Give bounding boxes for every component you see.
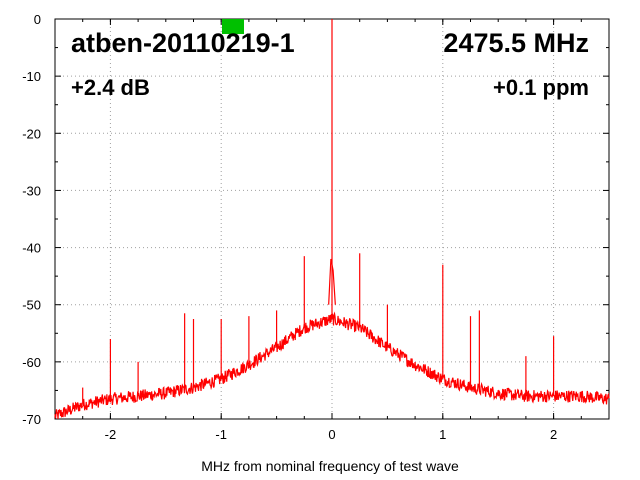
y-tick-label: 0 [34,12,41,27]
y-tick-label: -40 [22,241,41,256]
y-tick-label: -30 [22,183,41,198]
x-axis-title: MHz from nominal frequency of test wave [201,458,459,474]
y-tick-labels: 0 -10 -20 -30 -40 -50 -60 -70 [22,12,41,427]
status-indicator [222,19,244,34]
chart-title: atben-20110219-1 [71,28,295,58]
x-tick-label: 2 [550,427,557,442]
gain-label: +2.4 dB [71,75,150,100]
y-tick-label: -60 [22,355,41,370]
y-tick-label: -20 [22,126,41,141]
ppm-label: +0.1 ppm [493,75,589,100]
x-tick-label: -1 [215,427,227,442]
y-tick-label: -50 [22,298,41,313]
frequency-label: 2475.5 MHz [443,28,589,58]
y-tick-label: -10 [22,69,41,84]
x-tick-labels: -2 -1 0 1 2 [105,427,558,442]
spectrum-series [54,19,610,420]
x-tick-label: 1 [439,427,446,442]
x-tick-label: 0 [328,427,335,442]
x-tick-label: -2 [105,427,117,442]
y-tick-label: -70 [22,412,41,427]
